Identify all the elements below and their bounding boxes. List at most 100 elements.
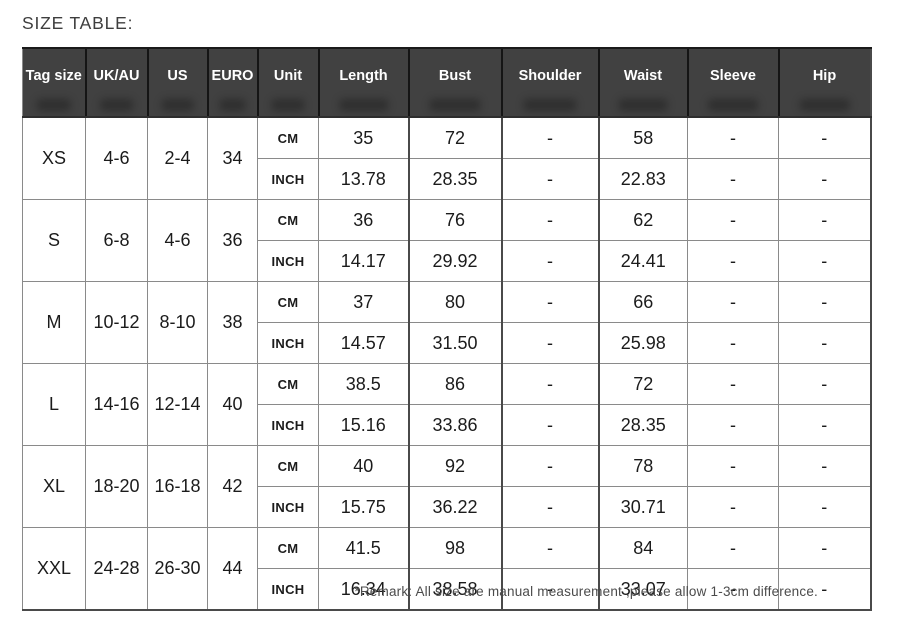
col-header-tag-size: Tag size — [22, 47, 86, 118]
bust-cell: 72 — [407, 116, 502, 159]
shoulder-cell: - — [500, 363, 599, 405]
sleeve-cell: - — [687, 240, 779, 282]
bust-cell: 86 — [407, 363, 502, 405]
hip-cell: - — [778, 158, 871, 200]
ukau-cell: 14-16 — [85, 363, 148, 446]
sleeve-cell: - — [687, 363, 779, 405]
unit-cm-cell: CM — [257, 445, 319, 487]
sleeve-cell: - — [687, 486, 779, 528]
waist-cell: 58 — [597, 116, 688, 159]
table-row: XS 4-6 2-4 34 CM 35 72 - 58 - - — [22, 116, 871, 200]
shoulder-cell: - — [500, 199, 599, 241]
size-table: Tag size UK/AU US EURO Unit Length Bust … — [22, 47, 872, 611]
table-row: INCH 16.34 38.58 - 33.07 - - — [23, 568, 871, 611]
length-cell: 14.17 — [318, 240, 409, 282]
unit-inch-cell: INCH — [257, 404, 319, 446]
unit-inch-cell: INCH — [257, 486, 319, 528]
length-cell: 15.75 — [318, 486, 409, 528]
sleeve-cell: - — [687, 322, 779, 364]
length-cell: 13.78 — [318, 158, 409, 200]
tag-size-cell: M — [22, 281, 86, 364]
us-cell: 12-14 — [147, 363, 208, 446]
hip-cell: - — [778, 404, 871, 446]
table-body: XS 4-6 2-4 34 CM 35 72 - 58 - - INCH 13.… — [22, 116, 871, 611]
col-header-euro: EURO — [206, 47, 258, 118]
length-cell: 35 — [318, 116, 409, 159]
unit-cm-cell: CM — [257, 281, 319, 323]
col-header-hip: Hip — [777, 47, 871, 118]
table-row: L 14-16 12-14 40 CM 38.5 86 - 72 - - — [22, 363, 871, 446]
us-cell: 8-10 — [147, 281, 208, 364]
table-row: XL 18-20 16-18 42 CM 40 92 - 78 - - — [22, 445, 871, 528]
ukau-cell: 18-20 — [85, 445, 148, 528]
us-cell: 16-18 — [147, 445, 208, 528]
hip-cell: - — [778, 486, 871, 528]
bust-cell: 28.35 — [407, 158, 502, 200]
bust-cell: 92 — [407, 445, 502, 487]
table-row: INCH 15.16 33.86 - 28.35 - - — [23, 404, 871, 446]
us-cell: 2-4 — [147, 116, 208, 200]
header-row: Tag size UK/AU US EURO Unit Length Bust … — [22, 47, 871, 118]
unit-inch-cell: INCH — [257, 240, 319, 282]
unit-inch-cell: INCH — [257, 568, 319, 611]
bust-cell: 98 — [407, 527, 502, 569]
hip-cell: - — [778, 199, 871, 241]
hip-cell: - — [778, 568, 871, 611]
sleeve-cell: - — [687, 158, 779, 200]
ukau-cell: 24-28 — [85, 527, 148, 611]
sleeve-cell: - — [687, 568, 779, 611]
sleeve-cell: - — [687, 199, 779, 241]
bust-cell: 38.58 — [407, 568, 502, 611]
shoulder-cell: - — [500, 116, 599, 159]
bust-cell: 33.86 — [407, 404, 502, 446]
euro-cell: 34 — [207, 116, 258, 200]
waist-cell: 30.71 — [597, 486, 688, 528]
waist-cell: 72 — [597, 363, 688, 405]
table-row: M 10-12 8-10 38 CM 37 80 - 66 - - — [22, 281, 871, 364]
tag-size-cell: S — [22, 199, 86, 282]
ukau-cell: 6-8 — [85, 199, 148, 282]
waist-cell: 66 — [597, 281, 688, 323]
waist-cell: 62 — [597, 199, 688, 241]
hip-cell: - — [778, 527, 871, 569]
page-title: SIZE TABLE: — [22, 13, 134, 33]
sleeve-cell: - — [687, 404, 779, 446]
table-row: S 6-8 4-6 36 CM 36 76 - 62 - - — [22, 199, 871, 282]
waist-cell: 22.83 — [597, 158, 688, 200]
waist-cell: 24.41 — [597, 240, 688, 282]
length-cell: 41.5 — [318, 527, 409, 569]
euro-cell: 42 — [207, 445, 258, 528]
length-cell: 38.5 — [318, 363, 409, 405]
hip-cell: - — [778, 116, 871, 159]
euro-cell: 44 — [207, 527, 258, 611]
hip-cell: - — [778, 322, 871, 364]
waist-cell: 33.07 — [597, 568, 688, 611]
waist-cell: 25.98 — [597, 322, 688, 364]
col-header-sleeve: Sleeve — [686, 47, 779, 118]
col-header-uk-au: UK/AU — [84, 47, 148, 118]
sleeve-cell: - — [687, 527, 779, 569]
unit-inch-cell: INCH — [257, 322, 319, 364]
table-row: INCH 13.78 28.35 - 22.83 - - — [23, 158, 871, 200]
hip-cell: - — [778, 363, 871, 405]
length-cell: 37 — [318, 281, 409, 323]
us-cell: 26-30 — [147, 527, 208, 611]
sleeve-cell: - — [687, 445, 779, 487]
hip-cell: - — [778, 281, 871, 323]
euro-cell: 36 — [207, 199, 258, 282]
col-header-waist: Waist — [597, 47, 688, 118]
shoulder-cell: - — [500, 486, 599, 528]
remark-note: *Remark: All size are manual measurement… — [354, 584, 818, 599]
bust-cell: 76 — [407, 199, 502, 241]
bust-cell: 36.22 — [407, 486, 502, 528]
tag-size-cell: XS — [22, 116, 86, 200]
table-header: Tag size UK/AU US EURO Unit Length Bust … — [22, 47, 871, 118]
shoulder-cell: - — [500, 322, 599, 364]
col-header-bust: Bust — [407, 47, 502, 118]
ukau-cell: 10-12 — [85, 281, 148, 364]
length-cell: 36 — [318, 199, 409, 241]
bust-cell: 80 — [407, 281, 502, 323]
unit-inch-cell: INCH — [257, 158, 319, 200]
unit-cm-cell: CM — [257, 199, 319, 241]
